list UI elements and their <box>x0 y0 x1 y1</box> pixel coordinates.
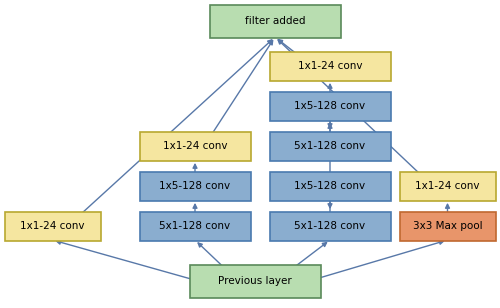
FancyBboxPatch shape <box>140 132 250 160</box>
FancyBboxPatch shape <box>140 172 250 201</box>
Text: 1x1-24 conv: 1x1-24 conv <box>298 61 362 71</box>
Text: 1x5-128 conv: 1x5-128 conv <box>294 101 366 111</box>
Text: 1x5-128 conv: 1x5-128 conv <box>160 181 230 191</box>
Text: 1x1-24 conv: 1x1-24 conv <box>415 181 480 191</box>
Text: Previous layer: Previous layer <box>218 276 292 286</box>
FancyBboxPatch shape <box>270 51 390 80</box>
FancyBboxPatch shape <box>270 172 390 201</box>
Text: 1x1-24 conv: 1x1-24 conv <box>163 141 227 151</box>
FancyBboxPatch shape <box>210 5 340 38</box>
FancyBboxPatch shape <box>400 212 496 241</box>
FancyBboxPatch shape <box>140 212 250 241</box>
FancyBboxPatch shape <box>190 265 320 298</box>
Text: 5x1-128 conv: 5x1-128 conv <box>160 221 230 231</box>
Text: 3x3 Max pool: 3x3 Max pool <box>412 221 482 231</box>
FancyBboxPatch shape <box>270 212 390 241</box>
Text: 5x1-128 conv: 5x1-128 conv <box>294 141 366 151</box>
FancyBboxPatch shape <box>400 172 496 201</box>
Text: 1x5-128 conv: 1x5-128 conv <box>294 181 366 191</box>
FancyBboxPatch shape <box>270 91 390 120</box>
Text: 5x1-128 conv: 5x1-128 conv <box>294 221 366 231</box>
Text: 1x1-24 conv: 1x1-24 conv <box>20 221 85 231</box>
FancyBboxPatch shape <box>270 132 390 160</box>
Text: filter added: filter added <box>245 16 305 26</box>
FancyBboxPatch shape <box>4 212 100 241</box>
